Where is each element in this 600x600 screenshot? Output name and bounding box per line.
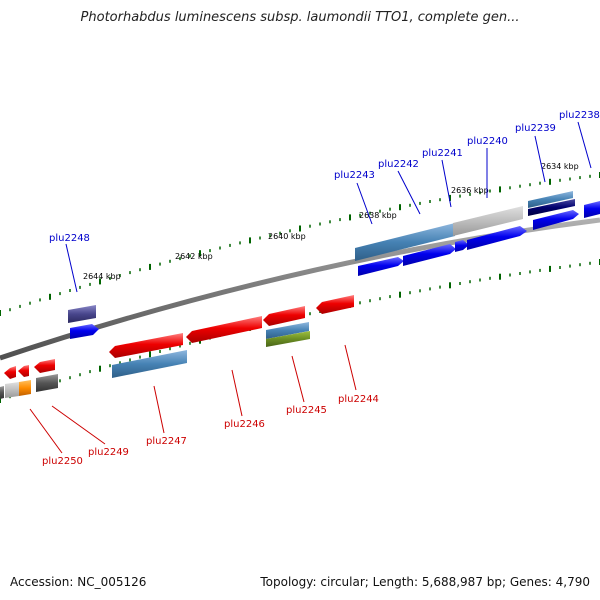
gene-label[interactable]: plu2241 [422,148,463,159]
cds-feature[interactable] [263,306,305,326]
forward-strand-genes [68,191,600,339]
leader-line [534,135,546,183]
cds-feature[interactable] [109,333,183,358]
gene-label[interactable]: plu2242 [378,159,419,170]
outer-tick-track [0,172,600,316]
gene-label[interactable]: plu2244 [338,394,379,405]
gene-label[interactable]: plu2245 [286,405,327,416]
leader-line [291,355,305,403]
leader-line [51,405,106,445]
cds-feature[interactable] [70,324,99,339]
gene-label[interactable]: plu2243 [334,170,375,181]
cds-feature[interactable] [34,359,55,373]
kbp-label: 2640 kbp [268,232,306,241]
map-title: Photorhabdus luminescens subsp. laumondi… [80,10,520,25]
gene-feature[interactable] [68,305,96,323]
gene-feature[interactable] [266,331,310,347]
kbp-label: 2644 kbp [83,272,121,281]
cds-feature[interactable] [467,226,527,250]
reverse-strand-genes [0,295,354,399]
gene-label[interactable]: plu2250 [42,456,83,467]
cds-feature[interactable] [316,295,354,314]
gene-feature[interactable] [0,386,4,399]
gene-feature[interactable] [5,382,19,398]
label-leader-lines [29,121,592,454]
gene-label[interactable]: plu2240 [467,136,508,147]
leader-line [344,344,357,391]
gene-feature[interactable] [112,350,187,378]
genome-summary-text: Topology: circular; Length: 5,688,987 bp… [260,575,590,589]
kbp-label: 2638 kbp [359,211,397,220]
leader-line [231,369,243,417]
leader-line [29,408,63,454]
cds-feature[interactable] [403,244,456,266]
cds-feature[interactable] [584,201,600,218]
leader-line [441,159,452,208]
gene-feature[interactable] [266,322,309,339]
gene-label[interactable]: plu2247 [146,436,187,447]
kbp-label: 2634 kbp [541,162,579,171]
gene-feature[interactable] [36,374,58,392]
gene-label[interactable]: plu2249 [88,447,129,458]
cds-feature[interactable] [358,257,404,276]
kbp-label: 2642 kbp [175,252,213,261]
leader-line [577,121,592,169]
gene-label[interactable]: plu2246 [224,419,265,430]
gene-feature[interactable] [453,206,523,236]
cds-feature[interactable] [4,366,16,379]
gene-label[interactable]: plu2248 [49,233,90,244]
gene-feature[interactable] [528,199,575,216]
gene-label[interactable]: plu2239 [515,123,556,134]
leader-line [153,385,165,434]
kbp-label: 2636 kbp [451,186,489,195]
accession-text: Accession: NC_005126 [10,575,147,589]
gene-labels: plu2248 plu2243 plu2242 plu2241 plu2240 … [42,110,600,467]
leader-line [397,170,421,215]
leader-line [65,243,78,293]
leader-line [356,182,373,225]
cds-feature[interactable] [455,240,469,252]
gene-label[interactable]: plu2238 [559,110,600,121]
kbp-tick-labels: 2644 kbp 2642 kbp 2640 kbp 2638 kbp 2636… [83,162,579,281]
gene-feature[interactable] [19,380,31,396]
gene-feature[interactable] [355,223,455,261]
cds-feature[interactable] [533,210,579,230]
gene-feature[interactable] [528,191,573,208]
cds-feature[interactable] [18,365,29,377]
cds-feature[interactable] [186,316,262,343]
